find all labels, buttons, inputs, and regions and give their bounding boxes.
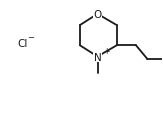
Text: N: N — [94, 52, 101, 62]
Text: Cl: Cl — [17, 39, 28, 49]
Text: +: + — [103, 46, 110, 55]
Text: −: − — [28, 32, 35, 41]
Text: O: O — [93, 10, 102, 20]
